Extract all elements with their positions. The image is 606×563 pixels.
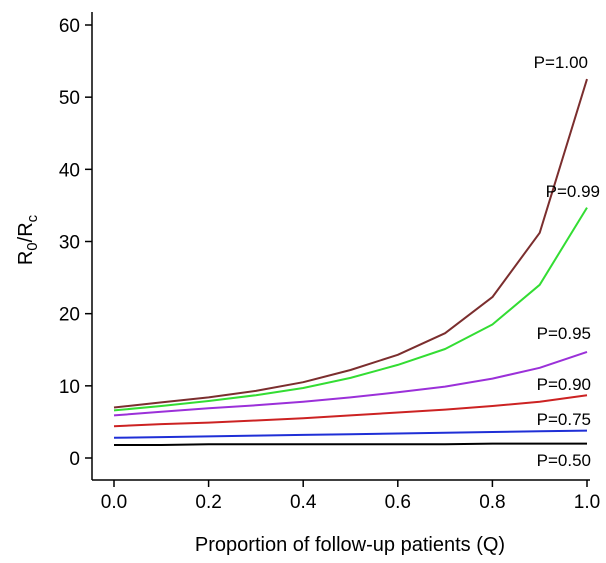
x-tick-label: 0.6 [385,492,411,513]
series-label: P=1.00 [534,53,588,72]
series-line [113,207,588,412]
y-tick-label: 0 [69,449,80,470]
x-tick-label: 1.0 [574,492,600,513]
x-tick-label: 0.0 [101,492,127,513]
y-axis-ticks: 0 10 20 30 40 50 60 [59,16,92,470]
series-label: P=0.50 [537,451,591,470]
y-axis-title-sub1: 0 [24,242,41,250]
x-tick-label: 0.2 [195,492,221,513]
y-tick-label: 10 [59,377,80,398]
x-tick-label: 0.8 [479,492,505,513]
series-labels: P=1.00 P=0.99 P=0.95 P=0.90 P=0.75 P=0.50 [534,53,600,470]
y-tick-label: 20 [59,305,80,326]
x-axis-title: Proportion of follow-up patients (Q) [195,534,505,556]
series-label: P=0.99 [546,182,600,201]
series-label: P=0.95 [537,324,591,343]
series-line [113,78,588,409]
y-tick-label: 50 [59,88,80,109]
y-axis-title-slash: /R [15,222,37,242]
series-line [114,442,587,446]
axes [91,12,590,481]
series-line [113,350,588,417]
x-axis-ticks: 0.0 0.2 0.4 0.6 0.8 1.0 [101,480,600,513]
y-axis-title-sub2: c [24,214,41,222]
series-lines [113,78,588,446]
x-tick-label: 0.4 [290,492,317,513]
series-line [113,394,588,428]
y-tick-label: 30 [59,233,80,254]
series-label: P=0.75 [537,410,591,429]
series-label: P=0.90 [537,375,591,394]
y-tick-label: 60 [59,16,80,37]
series-line [113,429,588,439]
y-axis-title-main: R [15,251,37,265]
y-axis-title: R0/Rc [15,214,41,265]
y-tick-label: 40 [59,160,80,181]
